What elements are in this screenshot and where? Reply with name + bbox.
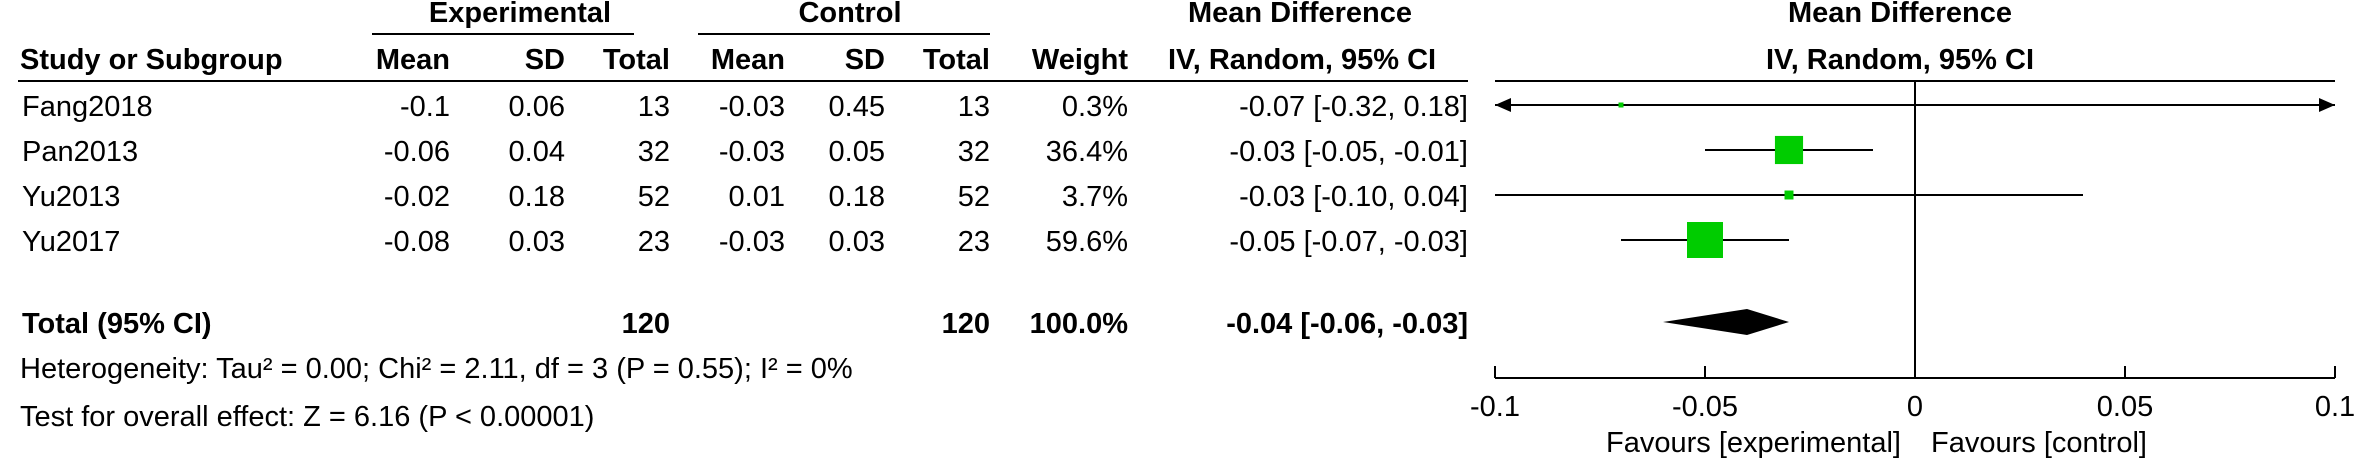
ctl-mean-header: Mean xyxy=(710,44,785,76)
exp-total-header: Total xyxy=(602,44,670,76)
ctl-sd: 0.05 xyxy=(828,136,885,168)
x-tick-label: -0.1 xyxy=(1470,391,1520,423)
exp-total: 52 xyxy=(637,181,670,213)
ctl-sd: 0.03 xyxy=(828,226,885,258)
control-header: Control xyxy=(798,0,902,29)
exp-sd: 0.03 xyxy=(508,226,565,258)
pooled-diamond xyxy=(1663,309,1789,335)
ctl-sd: 0.45 xyxy=(828,91,885,123)
control-underline xyxy=(698,33,990,35)
heterogeneity-text: Heterogeneity: Tau² = 0.00; Chi² = 2.11,… xyxy=(20,353,853,385)
exp-sd: 0.18 xyxy=(508,181,565,213)
x-tick-label: 0 xyxy=(1907,391,1923,423)
study-name: Yu2017 xyxy=(22,226,121,258)
ci-arrow-right xyxy=(2319,98,2335,112)
total-ctl-total: 120 xyxy=(941,308,990,340)
exp-total: 23 xyxy=(637,226,670,258)
ctl-total: 32 xyxy=(957,136,990,168)
study-name: Pan2013 xyxy=(22,136,139,168)
total-weight: 100.0% xyxy=(1029,308,1128,340)
ctl-total: 23 xyxy=(957,226,990,258)
weight: 36.4% xyxy=(1045,136,1128,168)
exp-sd: 0.04 xyxy=(508,136,565,168)
exp-mean: -0.02 xyxy=(383,181,450,213)
exp-sd-header: SD xyxy=(524,44,565,76)
x-tick-label: 0.05 xyxy=(2097,391,2153,423)
experimental-header: Experimental xyxy=(428,0,612,29)
exp-mean: -0.08 xyxy=(383,226,450,258)
header-rule xyxy=(18,80,1468,82)
plot-method-header: IV, Random, 95% CI xyxy=(1765,44,2035,76)
total-ci-text: -0.04 [-0.06, -0.03] xyxy=(1226,308,1468,340)
ci-text: -0.07 [-0.32, 0.18] xyxy=(1239,91,1468,123)
ci-text: -0.03 [-0.05, -0.01] xyxy=(1229,136,1468,168)
exp-total: 13 xyxy=(637,91,670,123)
exp-mean-header: Mean xyxy=(375,44,450,76)
exp-mean: -0.06 xyxy=(383,136,450,168)
ctl-mean: 0.01 xyxy=(728,181,785,213)
ctl-total-header: Total xyxy=(922,44,990,76)
ctl-total: 13 xyxy=(957,91,990,123)
ctl-sd-header: SD xyxy=(844,44,885,76)
weight: 0.3% xyxy=(1061,91,1128,123)
point-estimate-square xyxy=(1774,135,1804,165)
ctl-mean: -0.03 xyxy=(718,226,785,258)
ctl-sd: 0.18 xyxy=(828,181,885,213)
point-estimate-square xyxy=(1784,190,1794,200)
point-estimate-square xyxy=(1687,222,1723,258)
ctl-mean: -0.03 xyxy=(718,91,785,123)
exp-sd: 0.06 xyxy=(508,91,565,123)
total-label: Total (95% CI) xyxy=(22,308,212,340)
plot-title: Mean Difference xyxy=(1787,0,2012,29)
mean-difference-header: Mean Difference xyxy=(1187,0,1412,29)
exp-total: 32 xyxy=(637,136,670,168)
weight-header: Weight xyxy=(1031,44,1128,76)
plot-header-rule xyxy=(1495,80,2335,82)
weight: 3.7% xyxy=(1061,181,1128,213)
ci-text: -0.03 [-0.10, 0.04] xyxy=(1239,181,1468,213)
ci-text: -0.05 [-0.07, -0.03] xyxy=(1229,226,1468,258)
ctl-total: 52 xyxy=(957,181,990,213)
point-estimate-square xyxy=(1618,102,1624,108)
favours-experimental-label: Favours [experimental] xyxy=(1606,427,1901,458)
study-column-header: Study or Subgroup xyxy=(20,44,283,76)
ctl-mean: -0.03 xyxy=(718,136,785,168)
experimental-underline xyxy=(372,33,634,35)
ci-arrow-left xyxy=(1495,98,1511,112)
exp-mean: -0.1 xyxy=(400,91,450,123)
method-header: IV, Random, 95% CI xyxy=(1168,44,1437,76)
x-tick-label: 0.1 xyxy=(2315,391,2355,423)
study-name: Fang2018 xyxy=(22,91,153,123)
x-tick-label: -0.05 xyxy=(1672,391,1738,423)
favours-control-label: Favours [control] xyxy=(1931,427,2147,458)
overall-effect-text: Test for overall effect: Z = 6.16 (P < 0… xyxy=(20,401,595,433)
total-exp-total: 120 xyxy=(621,308,670,340)
weight: 59.6% xyxy=(1045,226,1128,258)
study-name: Yu2013 xyxy=(22,181,121,213)
